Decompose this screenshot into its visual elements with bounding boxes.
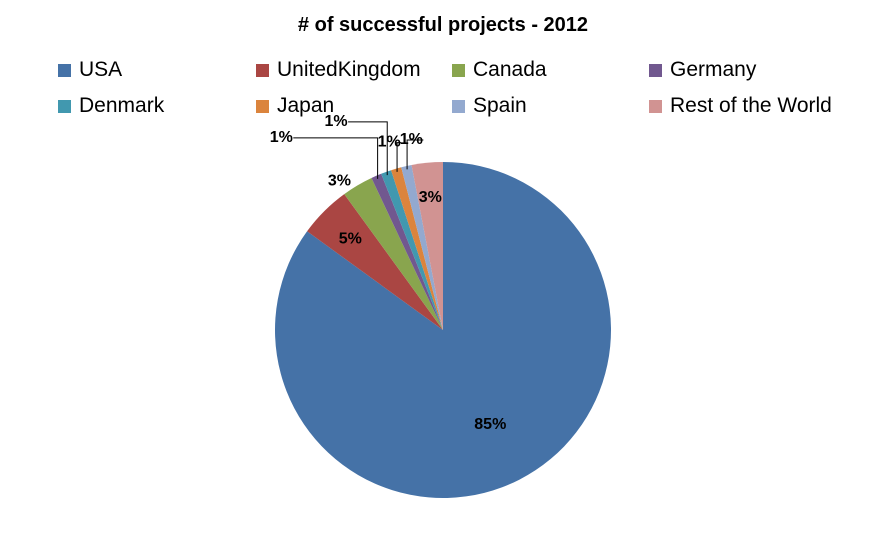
legend-label-rest-of-world: Rest of the World <box>670 94 832 117</box>
legend-swatch-canada <box>452 63 465 77</box>
legend-label-denmark: Denmark <box>79 94 165 117</box>
data-label-germany: 1% <box>270 129 293 146</box>
legend-item-rest-of-world: Rest of the World <box>649 94 832 118</box>
legend-swatch-rest-of-world <box>649 99 662 113</box>
legend-item-spain: Spain <box>452 94 527 118</box>
legend-swatch-united-kingdom <box>256 63 269 77</box>
data-label-canada: 3% <box>328 172 351 189</box>
slice-usa <box>274 162 611 498</box>
slice-spain <box>401 164 443 330</box>
legend-item-japan: Japan <box>256 94 334 118</box>
data-label-rest-of-the-world: 3% <box>419 189 442 206</box>
leader-line-japan <box>396 142 402 172</box>
legend-label-canada: Canada <box>473 58 547 81</box>
legend-swatch-germany <box>649 63 662 77</box>
legend-swatch-spain <box>452 99 465 113</box>
slice-denmark <box>381 170 443 330</box>
leader-lines <box>293 121 424 179</box>
pie-slices <box>274 162 611 498</box>
data-label-spain: 1% <box>400 131 423 148</box>
legend-item-usa: USA <box>58 58 122 82</box>
legend-label-usa: USA <box>79 58 123 81</box>
legend-label-spain: Spain <box>473 94 527 117</box>
legend-item-germany: Germany <box>649 58 756 82</box>
legend-label-united-kingdom: UnitedKingdom <box>277 58 421 81</box>
legend-item-united-kingdom: UnitedKingdom <box>256 58 421 82</box>
legend-swatch-japan <box>256 99 269 113</box>
legend-item-denmark: Denmark <box>58 94 164 118</box>
legend-item-canada: Canada <box>452 58 547 82</box>
legend-label-japan: Japan <box>277 94 335 117</box>
slice-germany <box>371 173 443 330</box>
slice-canada <box>344 177 443 330</box>
chart-legend: USA UnitedKingdom Canada Germany Denmark… <box>0 0 886 130</box>
data-label-unitedkingdom: 5% <box>339 230 362 247</box>
data-label-japan: 1% <box>378 134 401 151</box>
data-labels: 85%5%3%1%1%1% 1%3% <box>270 113 507 433</box>
data-label-usa: 85% <box>474 416 506 433</box>
data-label-denmark: 1% <box>325 113 348 130</box>
leader-line-denmark <box>348 121 388 176</box>
chart-title: # of successful projects - 2012 <box>297 14 589 36</box>
slice-unitedkingdom <box>307 194 443 330</box>
slice-japan <box>391 167 443 330</box>
leader-line-germany <box>293 137 379 179</box>
legend-label-germany: Germany <box>670 58 757 81</box>
legend-swatch-usa <box>58 63 71 77</box>
leader-line-spain <box>406 139 424 170</box>
slice-rest-of-the-world <box>411 162 443 330</box>
legend-swatch-denmark <box>58 99 71 113</box>
